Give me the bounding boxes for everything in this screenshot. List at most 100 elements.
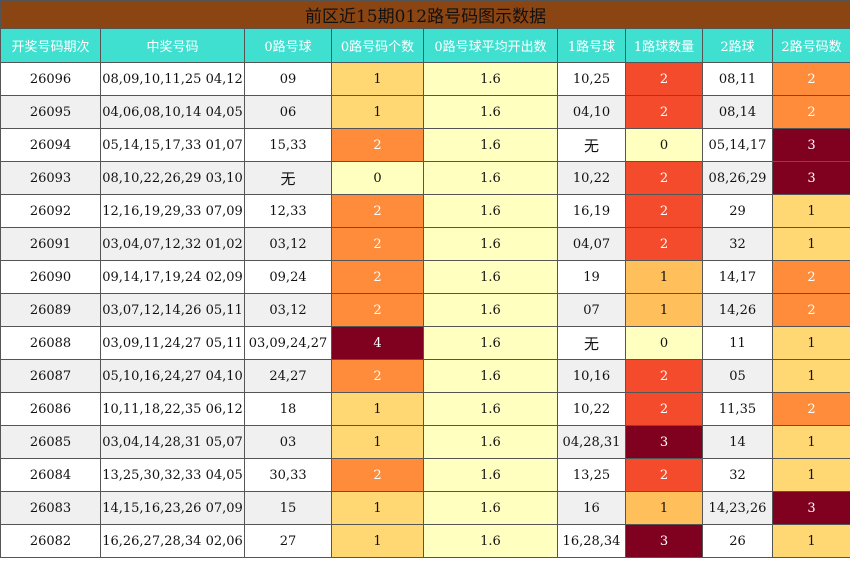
route2-count-cell: 3: [771, 128, 850, 162]
route0-count-cell: 2: [331, 260, 424, 294]
header-period: 开奖号码期次: [0, 28, 101, 63]
route2-count-cell: 1: [771, 194, 850, 228]
route0-avg-cell: 1.6: [423, 128, 558, 162]
route1-count-cell: 2: [625, 458, 703, 492]
route0-avg-cell: 1.6: [423, 260, 558, 294]
route1-balls-cell: 13,25: [557, 458, 626, 492]
period-cell: 26089: [0, 293, 101, 327]
route1-count-cell: 2: [625, 62, 703, 96]
route2-balls-cell: 26: [702, 524, 773, 558]
route2-balls-cell: 11,35: [702, 392, 773, 426]
route0-avg-cell: 1.6: [423, 326, 558, 360]
route2-count-cell: 2: [771, 62, 850, 96]
route1-balls-cell: 无: [557, 128, 626, 162]
table-row: 26094 05,14,15,17,33 01,07 15,33 2 1.6 无 0 05,1…: [0, 128, 850, 162]
route0-avg-cell: 1.6: [423, 425, 558, 459]
winning-numbers-cell: 05,10,16,24,27 04,10: [100, 359, 245, 393]
route1-count-cell: 3: [625, 425, 703, 459]
period-cell: 26088: [0, 326, 101, 360]
winning-numbers-cell: 16,26,27,28,34 02,06: [100, 524, 245, 558]
route1-balls-cell: 10,22: [557, 392, 626, 426]
route1-balls-cell: 07: [557, 293, 626, 327]
route0-balls-cell: 15: [244, 491, 332, 525]
route1-balls-cell: 10,16: [557, 359, 626, 393]
period-cell: 26087: [0, 359, 101, 393]
route0-avg-cell: 1.6: [423, 293, 558, 327]
header-route1-count: 1路球数量: [625, 28, 703, 63]
route1-count-cell: 3: [625, 524, 703, 558]
route0-count-cell: 2: [331, 293, 424, 327]
route0-count-cell: 1: [331, 425, 424, 459]
route1-count-cell: 1: [625, 293, 703, 327]
route0-avg-cell: 1.6: [423, 227, 558, 261]
route2-count-cell: 3: [771, 491, 850, 525]
route1-balls-cell: 04,10: [557, 95, 626, 129]
route2-balls-cell: 29: [702, 194, 773, 228]
route0-balls-cell: 27: [244, 524, 332, 558]
route0-avg-cell: 1.6: [423, 392, 558, 426]
route-data-table: 前区近15期012路号码图示数据 开奖号码期次 中奖号码 0路号球 0路号码个数…: [0, 0, 850, 558]
route0-count-cell: 1: [331, 95, 424, 129]
route2-count-cell: 2: [771, 95, 850, 129]
header-row: 开奖号码期次 中奖号码 0路号球 0路号码个数 0路号球平均开出数 1路号球 1…: [0, 28, 850, 63]
table-row: 26095 04,06,08,10,14 04,05 06 1 1.6 04,10 2 08,…: [0, 95, 850, 129]
winning-numbers-cell: 03,07,12,14,26 05,11: [100, 293, 245, 327]
table-title: 前区近15期012路号码图示数据: [0, 0, 850, 29]
route2-count-cell: 2: [771, 260, 850, 294]
winning-numbers-cell: 05,14,15,17,33 01,07: [100, 128, 245, 162]
table-row: 26091 03,04,07,12,32 01,02 03,12 2 1.6 04,07 2…: [0, 227, 850, 261]
header-numbers: 中奖号码: [100, 28, 245, 63]
period-cell: 26093: [0, 161, 101, 195]
route2-count-cell: 1: [771, 524, 850, 558]
period-cell: 26094: [0, 128, 101, 162]
route0-balls-cell: 18: [244, 392, 332, 426]
winning-numbers-cell: 04,06,08,10,14 04,05: [100, 95, 245, 129]
route2-balls-cell: 08,26,29: [702, 161, 773, 195]
route2-count-cell: 2: [771, 293, 850, 327]
route1-count-cell: 2: [625, 95, 703, 129]
winning-numbers-cell: 08,10,22,26,29 03,10: [100, 161, 245, 195]
period-cell: 26085: [0, 425, 101, 459]
header-route0-balls: 0路号球: [244, 28, 332, 63]
header-route1-balls: 1路号球: [557, 28, 626, 63]
route0-count-cell: 1: [331, 524, 424, 558]
table-row: 26087 05,10,16,24,27 04,10 24,27 2 1.6 10,16 2…: [0, 359, 850, 393]
period-cell: 26082: [0, 524, 101, 558]
route0-balls-cell: 09: [244, 62, 332, 96]
route1-count-cell: 2: [625, 392, 703, 426]
route2-balls-cell: 14,17: [702, 260, 773, 294]
period-cell: 26092: [0, 194, 101, 228]
table-row: 26093 08,10,22,26,29 03,10 无 0 1.6 10,22 2 08,2…: [0, 161, 850, 195]
route2-balls-cell: 05: [702, 359, 773, 393]
route0-balls-cell: 30,33: [244, 458, 332, 492]
route0-count-cell: 2: [331, 194, 424, 228]
route1-count-cell: 2: [625, 227, 703, 261]
route1-count-cell: 0: [625, 326, 703, 360]
header-route2-count: 2路号码数: [771, 28, 850, 63]
period-cell: 26086: [0, 392, 101, 426]
winning-numbers-cell: 09,14,17,19,24 02,09: [100, 260, 245, 294]
route2-balls-cell: 05,14,17: [702, 128, 773, 162]
route1-count-cell: 2: [625, 359, 703, 393]
route1-count-cell: 0: [625, 128, 703, 162]
route0-avg-cell: 1.6: [423, 62, 558, 96]
route1-balls-cell: 19: [557, 260, 626, 294]
route2-count-cell: 1: [771, 359, 850, 393]
route1-balls-cell: 04,07: [557, 227, 626, 261]
table-row: 26084 13,25,30,32,33 04,05 30,33 2 1.6 13,25 2…: [0, 458, 850, 492]
route0-avg-cell: 1.6: [423, 95, 558, 129]
route0-avg-cell: 1.6: [423, 359, 558, 393]
table-row: 26092 12,16,19,29,33 07,09 12,33 2 1.6 16,19 2…: [0, 194, 850, 228]
route1-count-cell: 1: [625, 260, 703, 294]
route2-count-cell: 1: [771, 227, 850, 261]
route0-count-cell: 0: [331, 161, 424, 195]
route1-balls-cell: 04,28,31: [557, 425, 626, 459]
winning-numbers-cell: 08,09,10,11,25 04,12: [100, 62, 245, 96]
winning-numbers-cell: 03,04,14,28,31 05,07: [100, 425, 245, 459]
route0-avg-cell: 1.6: [423, 194, 558, 228]
route0-avg-cell: 1.6: [423, 524, 558, 558]
route0-balls-cell: 03,12: [244, 293, 332, 327]
route1-count-cell: 2: [625, 194, 703, 228]
route0-balls-cell: 03,09,24,27: [244, 326, 332, 360]
table-row: 26096 08,09,10,11,25 04,12 09 1 1.6 10,25 2 08,…: [0, 62, 850, 96]
